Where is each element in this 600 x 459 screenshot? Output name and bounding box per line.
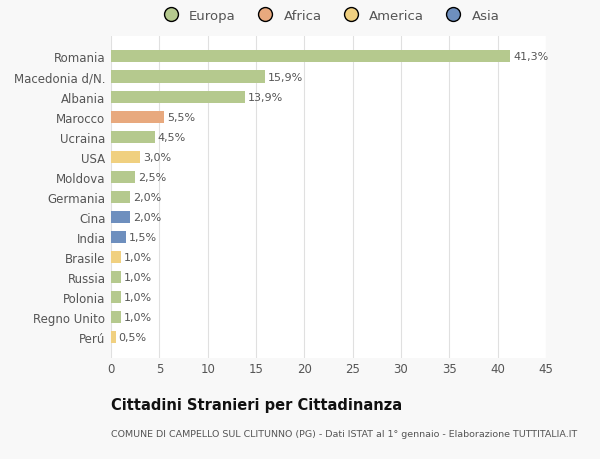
Legend: Europa, Africa, America, Asia: Europa, Africa, America, Asia — [152, 5, 505, 28]
Text: 13,9%: 13,9% — [248, 92, 284, 102]
Text: 1,0%: 1,0% — [124, 292, 152, 302]
Text: 1,5%: 1,5% — [128, 232, 157, 242]
Bar — [111, 71, 265, 84]
Text: 1,0%: 1,0% — [124, 272, 152, 282]
Text: 1,0%: 1,0% — [124, 313, 152, 322]
Bar — [111, 271, 121, 283]
Text: Cittadini Stranieri per Cittadinanza: Cittadini Stranieri per Cittadinanza — [111, 397, 402, 412]
Text: 5,5%: 5,5% — [167, 112, 195, 123]
Bar — [111, 252, 121, 263]
Bar — [111, 171, 135, 183]
Text: COMUNE DI CAMPELLO SUL CLITUNNO (PG) - Dati ISTAT al 1° gennaio - Elaborazione T: COMUNE DI CAMPELLO SUL CLITUNNO (PG) - D… — [111, 429, 577, 438]
Text: 2,0%: 2,0% — [133, 192, 161, 202]
Text: 4,5%: 4,5% — [157, 132, 185, 142]
Bar — [111, 51, 510, 63]
Bar — [111, 191, 130, 203]
Bar — [111, 311, 121, 324]
Text: 2,5%: 2,5% — [138, 173, 166, 182]
Bar — [111, 151, 140, 163]
Text: 2,0%: 2,0% — [133, 213, 161, 222]
Bar — [111, 131, 155, 143]
Text: 3,0%: 3,0% — [143, 152, 171, 162]
Bar — [111, 212, 130, 224]
Bar — [111, 91, 245, 103]
Bar — [111, 112, 164, 123]
Text: 0,5%: 0,5% — [119, 332, 147, 342]
Text: 1,0%: 1,0% — [124, 252, 152, 263]
Text: 41,3%: 41,3% — [513, 52, 548, 62]
Bar — [111, 231, 125, 243]
Bar — [111, 291, 121, 303]
Bar — [111, 331, 116, 343]
Text: 15,9%: 15,9% — [268, 73, 303, 82]
